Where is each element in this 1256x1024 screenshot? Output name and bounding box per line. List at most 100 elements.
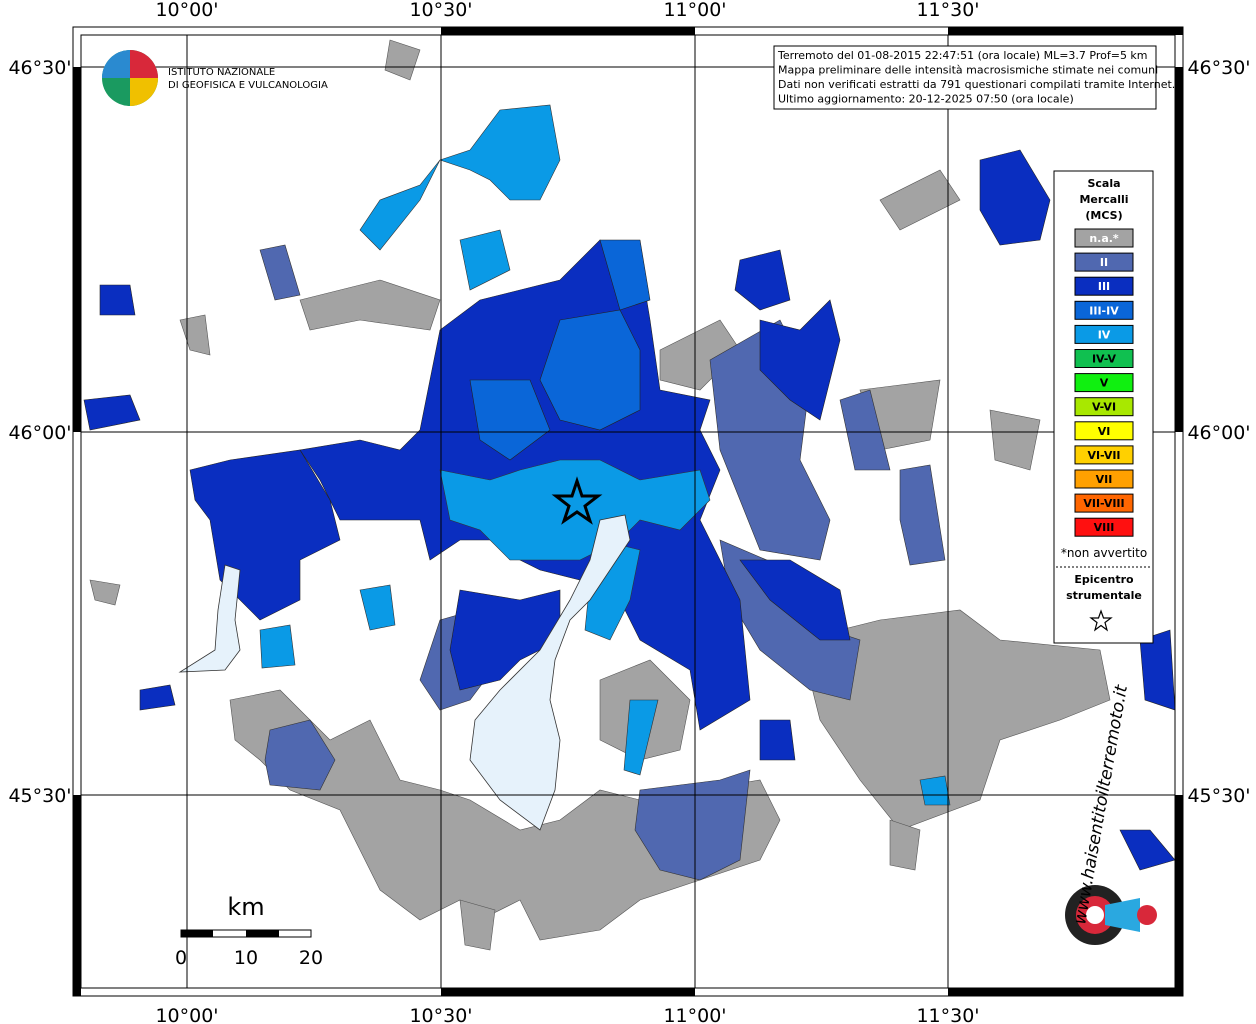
scale-label: 20 (299, 947, 323, 969)
area-na (89, 579, 121, 606)
lake (178, 564, 241, 673)
area-ii (899, 464, 946, 566)
logo-ingv (102, 50, 158, 106)
area-na (889, 819, 921, 871)
lon-label: 10°00' (155, 1005, 218, 1024)
legend-label: n.a.* (1089, 232, 1119, 245)
area-iii (99, 284, 136, 316)
area-iii (759, 719, 796, 761)
legend-label: V (1100, 377, 1109, 390)
legend-swatch (1074, 324, 1134, 344)
legend-title: Scala (1087, 177, 1120, 190)
lake (469, 514, 631, 831)
area-iii-iv (469, 379, 551, 461)
legend-label: IV (1098, 328, 1111, 341)
area-iv (259, 624, 296, 669)
legend-label: VII (1096, 473, 1113, 486)
area-iii (139, 684, 176, 711)
lat-label: 46°30' (1187, 57, 1250, 79)
area-iii (83, 394, 141, 431)
legend-title: Mercalli (1079, 193, 1128, 206)
legend-label: VI-VII (1087, 449, 1120, 462)
scale-label: 0 (175, 947, 187, 969)
area-iv (919, 775, 951, 806)
area-iii (979, 149, 1051, 246)
lon-label: 10°30' (409, 1005, 472, 1024)
legend-label: IV-V (1092, 353, 1117, 366)
lat-label: 45°30' (1187, 785, 1250, 807)
legend-label: VIII (1094, 521, 1115, 534)
info-line: Mappa preliminare delle intensità macros… (778, 64, 1158, 77)
area-iii (1119, 829, 1175, 871)
area-na (229, 689, 781, 941)
info-line: Ultimo aggiornamento: 20-12-2025 07:50 (… (778, 93, 1074, 106)
area-iv (359, 584, 396, 631)
area-iii (734, 249, 791, 311)
legend-epicenter: Epicentro (1074, 573, 1134, 586)
area-ii (839, 389, 891, 471)
legend-label: VI (1098, 425, 1111, 438)
area-iv (439, 459, 711, 561)
area-iii (449, 589, 561, 691)
info-line: Terremoto del 01-08-2015 22:47:51 (ora l… (777, 49, 1148, 62)
legend-label: II (1100, 256, 1108, 269)
lon-label: 11°00' (663, 1005, 726, 1024)
legend-swatch (1074, 373, 1134, 393)
scale-bar (180, 929, 312, 938)
legend-label: III (1098, 280, 1110, 293)
lon-label: 11°30' (916, 0, 979, 21)
legend-swatch (1074, 397, 1134, 417)
logo-text: ISTITUTO NAZIONALE (168, 67, 275, 78)
scale-unit: km (227, 893, 264, 921)
area-ii (259, 244, 301, 301)
legend-label: III-IV (1089, 304, 1119, 317)
info-box (773, 45, 1157, 110)
area-iv (359, 104, 561, 251)
legend-swatch (1074, 228, 1134, 248)
legend-swatch (1074, 421, 1134, 441)
area-ii (634, 769, 751, 881)
area-iv (623, 699, 659, 776)
info-line: Dati non verificati estratti da 791 ques… (778, 78, 1175, 91)
legend-swatch (1074, 517, 1134, 537)
legend-swatch (1074, 445, 1134, 465)
area-iii (739, 559, 851, 641)
area-ii (264, 719, 336, 791)
area-iii (1139, 629, 1175, 711)
area-na (299, 279, 441, 331)
lon-label: 10°30' (409, 0, 472, 21)
legend-label: V-VI (1092, 401, 1116, 414)
area-iv (459, 229, 511, 291)
lon-label: 11°30' (916, 1005, 979, 1024)
intensity-map (81, 35, 1175, 988)
legend-swatch (1074, 300, 1134, 320)
legend-swatch (1074, 276, 1134, 296)
frame (72, 26, 1184, 997)
lon-label: 11°00' (663, 0, 726, 21)
legend-swatch (1074, 493, 1134, 513)
scale-label: 10 (234, 947, 258, 969)
lat-label: 46°30' (8, 57, 71, 79)
area-iii (759, 299, 841, 421)
lat-label: 45°30' (8, 785, 71, 807)
area-na (459, 899, 496, 951)
epicenter-star (551, 476, 603, 525)
logo-text: DI GEOFISICA E VULCANOLOGIA (168, 80, 328, 91)
legend-swatch (1074, 469, 1134, 489)
legend-star (1089, 609, 1113, 632)
lon-label: 10°00' (155, 0, 218, 21)
area-iii-iv (539, 309, 641, 431)
area-na (799, 609, 1111, 831)
legend-epicenter: strumentale (1066, 589, 1142, 602)
legend-swatch (1074, 252, 1134, 272)
legend-label: VII-VIII (1083, 497, 1124, 510)
legend-note: *non avvertito (1061, 546, 1147, 560)
area-na (384, 39, 421, 81)
legend-title: (MCS) (1085, 209, 1122, 222)
area-na (879, 169, 961, 231)
area-na (179, 314, 211, 356)
lat-label: 46°00' (8, 422, 71, 444)
legend-swatch (1074, 349, 1134, 368)
area-na (989, 409, 1041, 471)
